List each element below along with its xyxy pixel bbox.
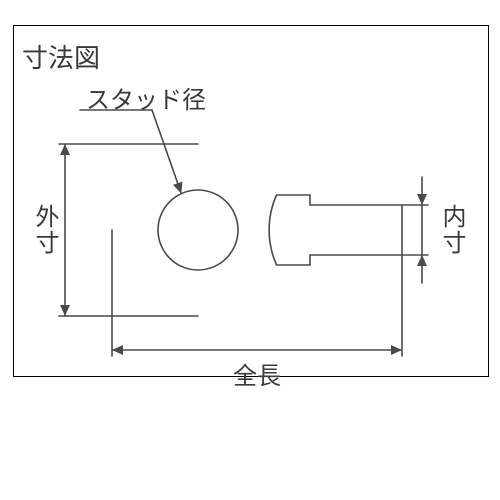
label-outer-dimension: 外寸 — [27, 204, 62, 256]
label-stud-diameter: スタッド径 — [86, 80, 206, 115]
diagram-canvas: 寸法図 スタッド径 外寸 内寸 全長 — [0, 0, 500, 500]
label-inner-dimension: 内寸 — [434, 204, 469, 256]
diagram-svg — [0, 0, 500, 500]
label-total-length: 全長 — [233, 356, 281, 391]
